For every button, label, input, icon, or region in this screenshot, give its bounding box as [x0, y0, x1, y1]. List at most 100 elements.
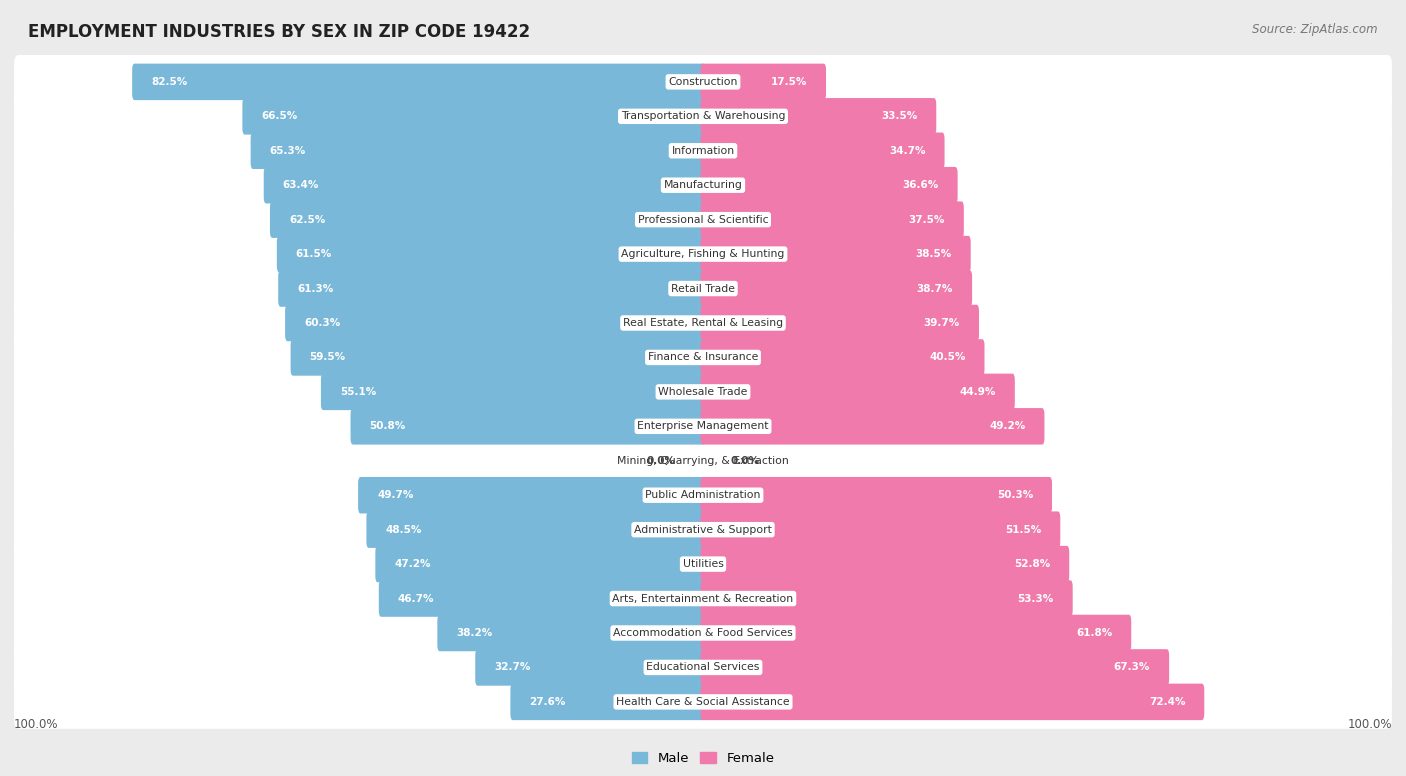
Text: Real Estate, Rental & Leasing: Real Estate, Rental & Leasing	[623, 318, 783, 328]
FancyBboxPatch shape	[475, 650, 706, 686]
Text: Manufacturing: Manufacturing	[664, 180, 742, 190]
Text: 82.5%: 82.5%	[152, 77, 187, 87]
Text: 0.0%: 0.0%	[731, 456, 759, 466]
Text: 34.7%: 34.7%	[889, 146, 925, 156]
FancyBboxPatch shape	[14, 365, 1392, 419]
FancyBboxPatch shape	[700, 202, 965, 238]
Text: 52.8%: 52.8%	[1014, 559, 1050, 569]
Text: Finance & Insurance: Finance & Insurance	[648, 352, 758, 362]
FancyBboxPatch shape	[700, 477, 1052, 514]
FancyBboxPatch shape	[242, 98, 706, 134]
Text: 49.7%: 49.7%	[377, 490, 413, 501]
FancyBboxPatch shape	[700, 236, 970, 272]
Text: 53.3%: 53.3%	[1018, 594, 1053, 604]
FancyBboxPatch shape	[14, 434, 1392, 487]
FancyBboxPatch shape	[14, 400, 1392, 453]
FancyBboxPatch shape	[700, 305, 979, 341]
FancyBboxPatch shape	[375, 546, 706, 582]
FancyBboxPatch shape	[350, 408, 706, 445]
Text: 61.5%: 61.5%	[295, 249, 332, 259]
Text: 62.5%: 62.5%	[290, 215, 325, 225]
Text: 72.4%: 72.4%	[1149, 697, 1185, 707]
Text: Professional & Scientific: Professional & Scientific	[638, 215, 768, 225]
FancyBboxPatch shape	[700, 580, 1073, 617]
FancyBboxPatch shape	[359, 477, 706, 514]
Text: 100.0%: 100.0%	[1347, 718, 1392, 731]
FancyBboxPatch shape	[264, 167, 706, 203]
Text: Public Administration: Public Administration	[645, 490, 761, 501]
FancyBboxPatch shape	[321, 373, 706, 411]
Text: 44.9%: 44.9%	[959, 387, 995, 397]
FancyBboxPatch shape	[14, 192, 1392, 247]
FancyBboxPatch shape	[14, 640, 1392, 695]
Text: Utilities: Utilities	[682, 559, 724, 569]
FancyBboxPatch shape	[14, 675, 1392, 729]
Text: Administrative & Support: Administrative & Support	[634, 525, 772, 535]
FancyBboxPatch shape	[510, 684, 706, 720]
FancyBboxPatch shape	[700, 98, 936, 134]
Text: Arts, Entertainment & Recreation: Arts, Entertainment & Recreation	[613, 594, 793, 604]
Text: 17.5%: 17.5%	[770, 77, 807, 87]
Text: 33.5%: 33.5%	[882, 111, 917, 121]
FancyBboxPatch shape	[14, 503, 1392, 556]
FancyBboxPatch shape	[132, 64, 706, 100]
Text: 67.3%: 67.3%	[1114, 663, 1150, 673]
Text: Health Care & Social Assistance: Health Care & Social Assistance	[616, 697, 790, 707]
Text: 63.4%: 63.4%	[283, 180, 319, 190]
Text: 49.2%: 49.2%	[990, 421, 1025, 431]
FancyBboxPatch shape	[700, 339, 984, 376]
Text: 0.0%: 0.0%	[647, 456, 675, 466]
Text: 48.5%: 48.5%	[385, 525, 422, 535]
FancyBboxPatch shape	[277, 236, 706, 272]
FancyBboxPatch shape	[367, 511, 706, 548]
FancyBboxPatch shape	[700, 373, 1015, 411]
Text: 38.5%: 38.5%	[915, 249, 952, 259]
Text: Mining, Quarrying, & Extraction: Mining, Quarrying, & Extraction	[617, 456, 789, 466]
FancyBboxPatch shape	[291, 339, 706, 376]
FancyBboxPatch shape	[700, 64, 827, 100]
FancyBboxPatch shape	[14, 227, 1392, 281]
FancyBboxPatch shape	[14, 606, 1392, 660]
Text: 60.3%: 60.3%	[304, 318, 340, 328]
FancyBboxPatch shape	[700, 546, 1069, 582]
Text: Accommodation & Food Services: Accommodation & Food Services	[613, 628, 793, 638]
FancyBboxPatch shape	[700, 511, 1060, 548]
FancyBboxPatch shape	[700, 650, 1170, 686]
Text: 61.3%: 61.3%	[297, 283, 333, 293]
FancyBboxPatch shape	[14, 537, 1392, 591]
FancyBboxPatch shape	[14, 55, 1392, 109]
Text: Information: Information	[672, 146, 734, 156]
FancyBboxPatch shape	[250, 133, 706, 169]
Text: 61.8%: 61.8%	[1076, 628, 1112, 638]
Text: Source: ZipAtlas.com: Source: ZipAtlas.com	[1253, 23, 1378, 36]
Text: 51.5%: 51.5%	[1005, 525, 1042, 535]
Text: 38.7%: 38.7%	[917, 283, 953, 293]
Text: 65.3%: 65.3%	[270, 146, 307, 156]
Text: 55.1%: 55.1%	[340, 387, 377, 397]
Legend: Male, Female: Male, Female	[626, 747, 780, 770]
FancyBboxPatch shape	[700, 270, 972, 307]
Text: 50.3%: 50.3%	[997, 490, 1033, 501]
Text: 36.6%: 36.6%	[903, 180, 939, 190]
FancyBboxPatch shape	[14, 296, 1392, 350]
Text: 59.5%: 59.5%	[309, 352, 346, 362]
Text: 32.7%: 32.7%	[495, 663, 530, 673]
FancyBboxPatch shape	[14, 469, 1392, 522]
FancyBboxPatch shape	[14, 89, 1392, 144]
Text: Transportation & Warehousing: Transportation & Warehousing	[621, 111, 785, 121]
Text: 40.5%: 40.5%	[929, 352, 966, 362]
FancyBboxPatch shape	[278, 270, 706, 307]
Text: Wholesale Trade: Wholesale Trade	[658, 387, 748, 397]
FancyBboxPatch shape	[378, 580, 706, 617]
Text: Construction: Construction	[668, 77, 738, 87]
FancyBboxPatch shape	[270, 202, 706, 238]
FancyBboxPatch shape	[700, 408, 1045, 445]
Text: 47.2%: 47.2%	[394, 559, 430, 569]
Text: 66.5%: 66.5%	[262, 111, 298, 121]
FancyBboxPatch shape	[700, 684, 1205, 720]
Text: 100.0%: 100.0%	[14, 718, 59, 731]
Text: 38.2%: 38.2%	[457, 628, 492, 638]
FancyBboxPatch shape	[14, 262, 1392, 315]
FancyBboxPatch shape	[285, 305, 706, 341]
FancyBboxPatch shape	[14, 124, 1392, 178]
